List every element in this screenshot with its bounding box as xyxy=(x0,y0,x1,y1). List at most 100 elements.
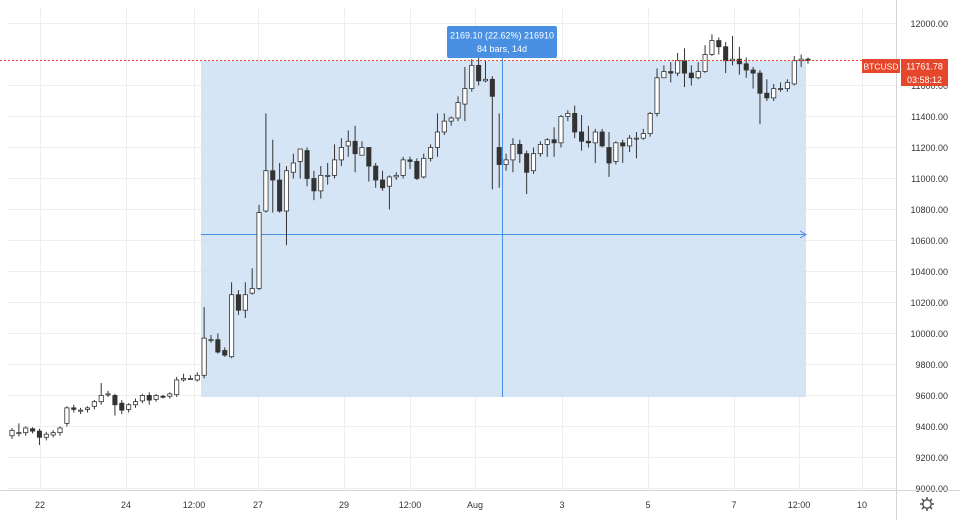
candle-body xyxy=(620,142,626,147)
candle xyxy=(119,400,125,415)
time-axis[interactable]: 22 24 12:00 27 29 12:00 Aug 3 5 7 12:00 10 xyxy=(0,490,960,511)
price-tick-label: 11400.00 xyxy=(911,112,948,122)
candle-body xyxy=(407,159,413,162)
candle xyxy=(174,376,180,398)
candle xyxy=(201,307,207,379)
candle xyxy=(633,131,639,159)
candle xyxy=(750,66,756,89)
candle-body xyxy=(290,162,296,173)
candle-body xyxy=(98,395,104,403)
candle-body xyxy=(428,147,434,159)
candle-body xyxy=(359,147,365,156)
time-tick-label: 12:00 xyxy=(788,500,811,510)
candle-body xyxy=(599,131,605,147)
candle-body xyxy=(572,112,578,133)
chart-settings-button[interactable] xyxy=(920,497,934,511)
countdown-tag-value: 03:58:12 xyxy=(907,75,942,85)
candle-body xyxy=(393,174,399,178)
candle-body xyxy=(91,401,97,407)
candle-body xyxy=(119,402,125,411)
candle-body xyxy=(579,131,585,142)
candle xyxy=(448,116,454,126)
time-tick-label: 27 xyxy=(253,500,263,510)
measure-area xyxy=(201,58,807,398)
candle xyxy=(668,62,674,83)
candle-body xyxy=(194,374,200,381)
price-tag-value: 11761.78 xyxy=(906,62,943,72)
candle-body xyxy=(688,72,694,79)
candle xyxy=(57,426,63,436)
candle xyxy=(503,153,509,171)
candle xyxy=(229,282,235,359)
candle-body xyxy=(242,294,248,311)
candle xyxy=(304,147,310,187)
candle-body xyxy=(181,378,187,381)
candle-body xyxy=(448,117,454,122)
time-tick-label: 5 xyxy=(645,500,650,510)
candle xyxy=(661,65,667,79)
candle-body xyxy=(791,60,797,85)
candle xyxy=(434,113,440,157)
price-tick-label: 10600.00 xyxy=(910,236,948,246)
candle-body xyxy=(167,393,173,397)
measure-tooltip-line2: 84 bars, 14d xyxy=(477,44,527,54)
measure-tooltip-bg xyxy=(447,26,557,58)
candle-body xyxy=(208,339,214,342)
candle-body xyxy=(661,71,667,79)
candle xyxy=(462,66,468,122)
candle-body xyxy=(681,60,688,74)
candle-body xyxy=(675,60,681,74)
candle-body xyxy=(50,432,56,436)
candle xyxy=(249,268,255,295)
candle xyxy=(654,68,660,117)
candle-body xyxy=(668,71,674,74)
candle xyxy=(105,390,111,398)
candle-body xyxy=(613,142,619,162)
price-tick-label: 11000.00 xyxy=(911,174,948,184)
price-tick-label: 9000.00 xyxy=(915,484,948,494)
measure-h-arrowhead xyxy=(799,230,807,239)
candle xyxy=(311,170,317,201)
candle-body xyxy=(736,58,742,65)
measure-rect xyxy=(201,60,806,398)
candle-body xyxy=(132,401,139,406)
candle xyxy=(778,82,784,92)
candle xyxy=(359,141,365,156)
time-tick-label: 29 xyxy=(339,500,349,510)
candle xyxy=(640,128,646,140)
candle-body xyxy=(338,147,344,161)
candle xyxy=(647,111,653,137)
candle xyxy=(579,114,585,151)
countdown-tag-bg xyxy=(901,73,948,86)
candle-body xyxy=(606,147,612,164)
candle xyxy=(565,110,571,122)
candle-body xyxy=(633,137,639,140)
candle xyxy=(510,138,516,173)
candle-body xyxy=(716,40,722,48)
price-tick-label: 9600.00 xyxy=(915,391,948,401)
measure-tooltip-line1: 2169.10 (22.62%) 216910 xyxy=(450,31,554,41)
candle-body xyxy=(64,407,70,424)
candle xyxy=(126,403,132,413)
candle xyxy=(215,333,221,354)
candle-body xyxy=(16,432,22,435)
candle-body xyxy=(414,161,420,179)
price-tick-label: 10200.00 xyxy=(910,298,948,308)
price-tick-label: 10400.00 xyxy=(910,267,948,277)
candle-body xyxy=(78,409,84,412)
candle-body xyxy=(702,54,708,72)
candle-body xyxy=(585,140,591,144)
price-axis[interactable]: 9000.00 9200.00 9400.00 9600.00 9800.00 10000… xyxy=(896,0,949,520)
candle xyxy=(222,347,228,357)
candle xyxy=(283,166,290,246)
gear-icon xyxy=(922,499,932,509)
candle xyxy=(688,65,694,86)
candle xyxy=(297,148,303,179)
candle xyxy=(167,392,173,399)
candle-body xyxy=(496,147,502,165)
symbol-tag-bg xyxy=(862,59,900,73)
candle xyxy=(146,392,152,405)
candle xyxy=(592,128,598,163)
